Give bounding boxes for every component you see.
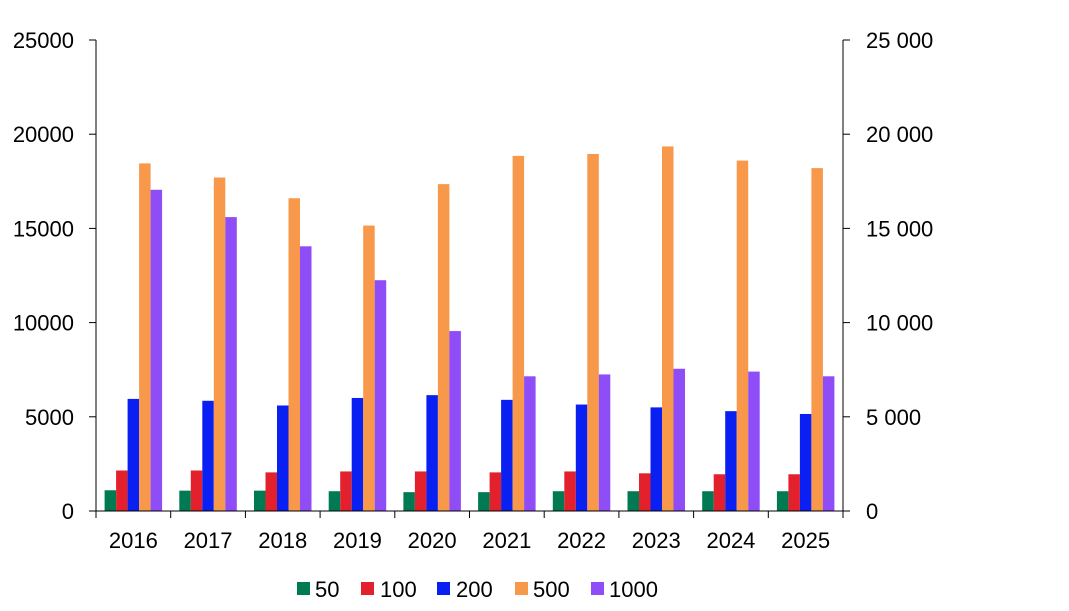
left-tick-label: 10000 <box>13 311 74 336</box>
legend-label-100: 100 <box>380 577 417 602</box>
right-tick-label: 0 <box>866 499 878 524</box>
bar-100-2021 <box>489 472 502 511</box>
x-tick-label: 2019 <box>333 528 382 553</box>
bar-100-2016 <box>116 470 128 511</box>
legend-swatch-500 <box>515 582 528 595</box>
bar-500-2020 <box>437 184 450 511</box>
x-tick-label: 2020 <box>408 528 457 553</box>
bar-50-2021 <box>478 492 490 511</box>
bar-100-2018 <box>265 472 277 511</box>
bar-200-2025 <box>799 413 812 511</box>
bar-100-2025 <box>788 474 800 511</box>
x-tick-label: 2021 <box>482 528 531 553</box>
bar-1000-2024 <box>748 371 760 511</box>
bar-1000-2019 <box>374 280 387 511</box>
bar-1000-2018 <box>300 246 312 511</box>
bar-50-2020 <box>403 492 415 511</box>
legend-label-500: 500 <box>533 577 570 602</box>
bar-1000-2023 <box>673 368 685 511</box>
bar-100-2024 <box>713 474 726 511</box>
bar-200-2019 <box>351 397 364 511</box>
bar-500-2022 <box>587 153 599 511</box>
bar-500-2019 <box>363 225 375 511</box>
bar-200-2024 <box>725 411 737 511</box>
bar-1000-2017 <box>225 217 237 511</box>
bar-200-2023 <box>650 407 662 511</box>
bar-500-2025 <box>811 168 823 511</box>
right-tick-label: 10 000 <box>866 311 933 336</box>
bar-1000-2022 <box>598 374 611 511</box>
x-tick-label: 2018 <box>258 528 307 553</box>
bar-100-2020 <box>414 471 427 511</box>
bar-200-2021 <box>501 399 513 511</box>
bar-100-2019 <box>340 471 352 511</box>
bar-50-2024 <box>702 491 714 511</box>
bar-50-2022 <box>552 491 565 511</box>
bar-1000-2016 <box>150 189 163 511</box>
x-tick-label: 2022 <box>557 528 606 553</box>
x-tick-label: 2024 <box>706 528 755 553</box>
bar-200-2016 <box>127 398 140 511</box>
bar-100-2022 <box>564 471 576 511</box>
bar-50-2023 <box>627 491 639 511</box>
legend-swatch-100 <box>361 582 374 595</box>
bar-200-2020 <box>426 395 438 511</box>
bar-1000-2020 <box>449 331 461 511</box>
legend-swatch-50 <box>297 582 310 595</box>
right-tick-label: 15 000 <box>866 216 933 241</box>
bar-500-2023 <box>662 146 674 512</box>
right-tick-label: 25 000 <box>866 28 933 53</box>
bar-200-2017 <box>202 400 214 511</box>
bar-500-2021 <box>512 155 525 511</box>
bar-100-2023 <box>639 473 651 511</box>
bar-500-2016 <box>139 163 151 512</box>
bar-50-2016 <box>104 490 117 511</box>
bar-200-2022 <box>575 404 588 511</box>
x-tick-label: 2023 <box>632 528 681 553</box>
legend-label-1000: 1000 <box>609 577 658 602</box>
bar-50-2019 <box>328 491 341 511</box>
bar-200-2018 <box>277 405 289 511</box>
legend-swatch-200 <box>437 582 450 595</box>
right-tick-label: 20 000 <box>866 122 933 147</box>
left-tick-label: 20000 <box>13 122 74 147</box>
x-tick-label: 2025 <box>781 528 830 553</box>
right-tick-label: 5 000 <box>866 405 921 430</box>
axes: 0 0 5000 5 000 10000 10 000 15000 15 000 20000 20… <box>13 28 933 553</box>
bar-50-2025 <box>776 491 789 511</box>
bar-100-2017 <box>190 470 203 511</box>
x-tick-label: 2017 <box>184 528 233 553</box>
bar-500-2018 <box>288 198 300 512</box>
legend-swatch-1000 <box>591 582 604 595</box>
left-tick-label: 0 <box>62 499 74 524</box>
bar-500-2017 <box>213 177 226 512</box>
legend-label-50: 50 <box>315 577 339 602</box>
plot-area <box>104 146 835 512</box>
bar-50-2017 <box>179 490 191 511</box>
left-tick-label: 25000 <box>13 28 74 53</box>
legend-label-200: 200 <box>456 577 493 602</box>
left-tick-label: 15000 <box>13 216 74 241</box>
legend: 50 100 200 500 1000 <box>297 577 658 602</box>
left-tick-label: 5000 <box>25 405 74 430</box>
bar-1000-2025 <box>822 376 835 511</box>
bar-1000-2021 <box>524 376 536 511</box>
bar-500-2024 <box>736 160 749 512</box>
bar-50-2018 <box>254 490 266 511</box>
x-tick-label: 2016 <box>109 528 158 553</box>
